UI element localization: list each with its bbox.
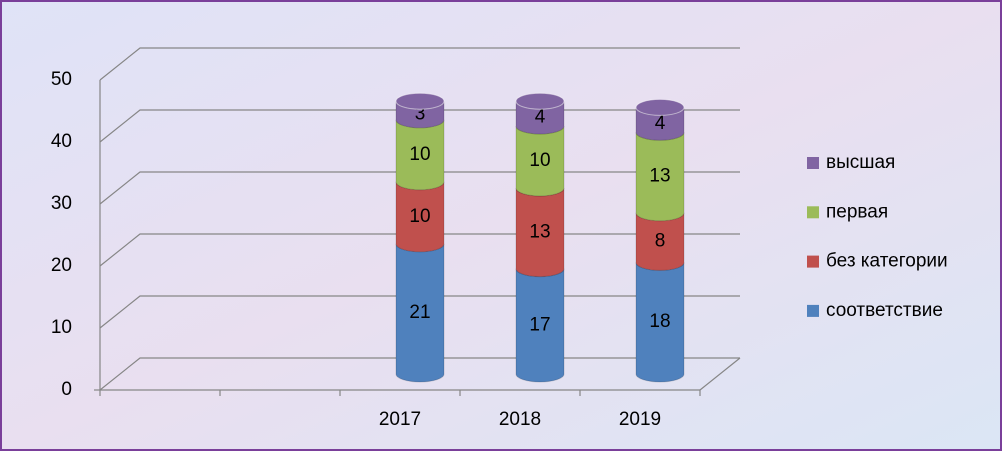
data-label: 10 — [409, 206, 430, 227]
legend-label: первая — [826, 201, 888, 222]
data-label: 4 — [535, 107, 546, 128]
legend-label: без категории — [826, 251, 948, 272]
y-tick-label: 0 — [61, 379, 72, 400]
grid-line — [99, 47, 740, 81]
data-label: 4 — [655, 113, 666, 134]
y-tick-label: 40 — [51, 131, 72, 152]
y-tick-label: 10 — [51, 317, 72, 338]
x-tick-label: 2017 — [379, 409, 421, 430]
data-label: 13 — [529, 221, 550, 242]
data-label: 8 — [655, 231, 666, 252]
data-label: 17 — [529, 314, 550, 335]
x-tick-label: 2018 — [499, 409, 541, 430]
legend-swatch — [807, 157, 819, 169]
data-label: 10 — [409, 144, 430, 165]
data-label: 18 — [649, 311, 670, 332]
data-label: 21 — [409, 302, 430, 323]
legend-label: соответствие — [826, 300, 943, 321]
data-label: 13 — [649, 166, 670, 187]
legend-label: высшая — [826, 152, 895, 173]
legend-swatch — [807, 206, 819, 219]
legend-swatch — [807, 255, 819, 268]
cylinder-cap — [515, 92, 565, 110]
floor — [699, 357, 741, 391]
x-tick-label: 2019 — [619, 409, 661, 430]
data-label: 3 — [415, 104, 426, 125]
y-tick-label: 50 — [51, 69, 72, 90]
cylinder-cap — [395, 92, 445, 110]
cylinder-cap — [635, 98, 685, 116]
data-label: 10 — [529, 150, 550, 171]
legend-swatch — [807, 304, 819, 317]
y-tick-label: 30 — [51, 193, 72, 214]
y-tick-label: 20 — [51, 255, 72, 276]
